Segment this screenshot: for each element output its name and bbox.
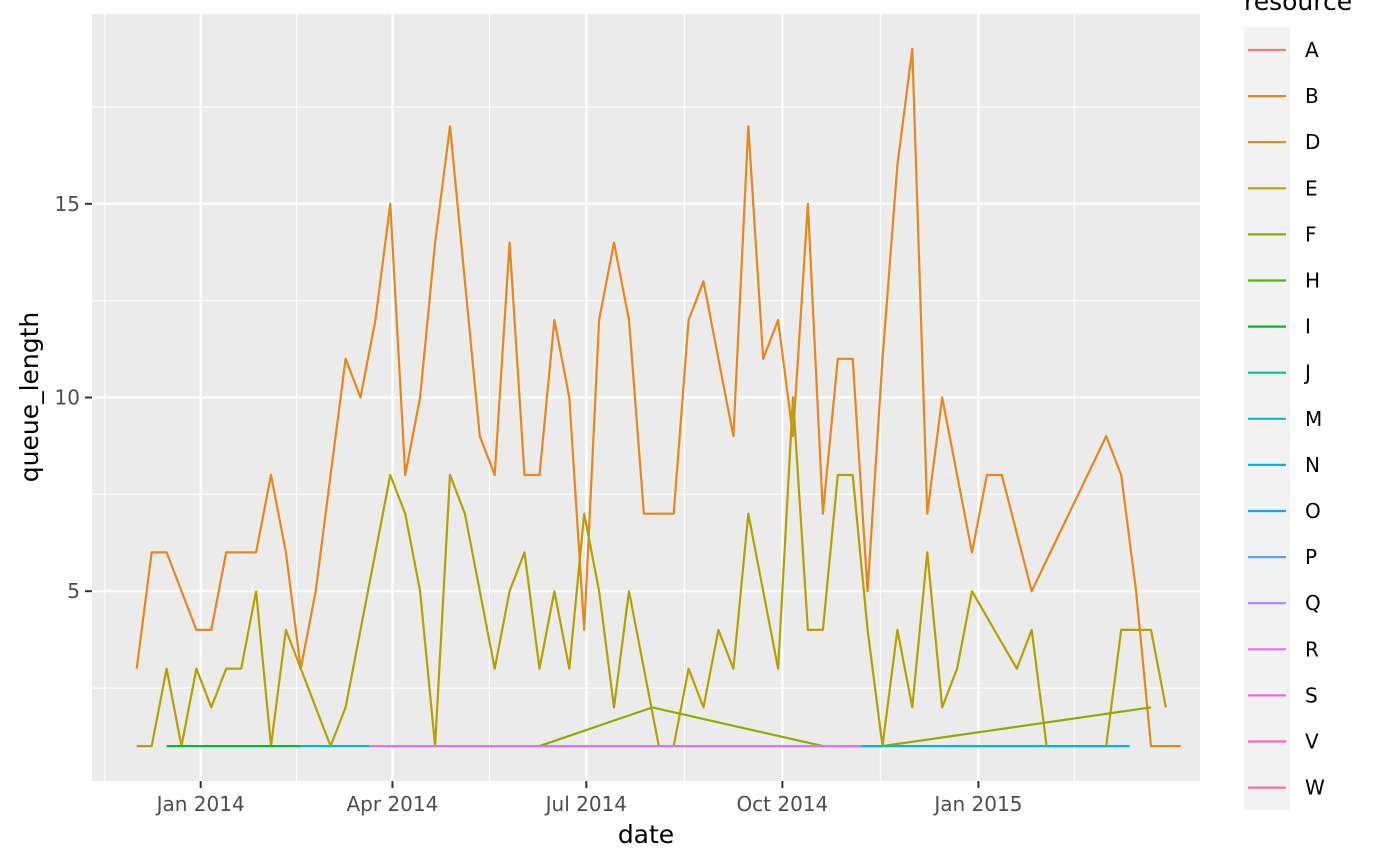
y-axis: 5 10 15: [55, 192, 92, 603]
legend-title: resource: [1244, 0, 1352, 16]
y-tick-label: 5: [67, 579, 80, 603]
legend-label-V: V: [1305, 730, 1319, 754]
y-tick-label: 15: [55, 192, 80, 216]
legend-label-J: J: [1303, 361, 1311, 385]
x-tick-label: Jul 2014: [544, 792, 627, 816]
y-tick-label: 10: [55, 386, 80, 410]
y-axis-title: queue_length: [15, 312, 44, 483]
major-gridlines: [92, 14, 1200, 781]
legend-label-Q: Q: [1305, 591, 1321, 615]
x-tick-label: Jan 2014: [155, 792, 245, 816]
legend-label-A: A: [1305, 38, 1319, 62]
legend-label-W: W: [1305, 776, 1325, 800]
x-axis: Jan 2014 Apr 2014 Jul 2014 Oct 2014 Jan 2015: [155, 781, 1022, 816]
legend-label-E: E: [1305, 176, 1318, 200]
legend-label-I: I: [1305, 315, 1311, 339]
x-tick-label: Apr 2014: [347, 792, 439, 816]
legend-label-P: P: [1305, 545, 1317, 569]
legend-label-D: D: [1305, 130, 1320, 154]
legend-label-S: S: [1305, 683, 1318, 707]
legend-label-H: H: [1305, 269, 1320, 293]
series-lines: [135, 47, 1181, 748]
legend-label-N: N: [1305, 453, 1320, 477]
series-line-E: [136, 396, 1167, 748]
legend-label-R: R: [1305, 637, 1319, 661]
legend-label-F: F: [1305, 222, 1317, 246]
legend-label-M: M: [1305, 407, 1322, 431]
x-tick-label: Oct 2014: [736, 792, 828, 816]
x-tick-label: Jan 2015: [932, 792, 1022, 816]
legend-label-O: O: [1305, 499, 1321, 523]
series-line-B: [135, 47, 1181, 748]
legend-label-B: B: [1305, 84, 1319, 108]
x-axis-title: date: [618, 820, 674, 849]
